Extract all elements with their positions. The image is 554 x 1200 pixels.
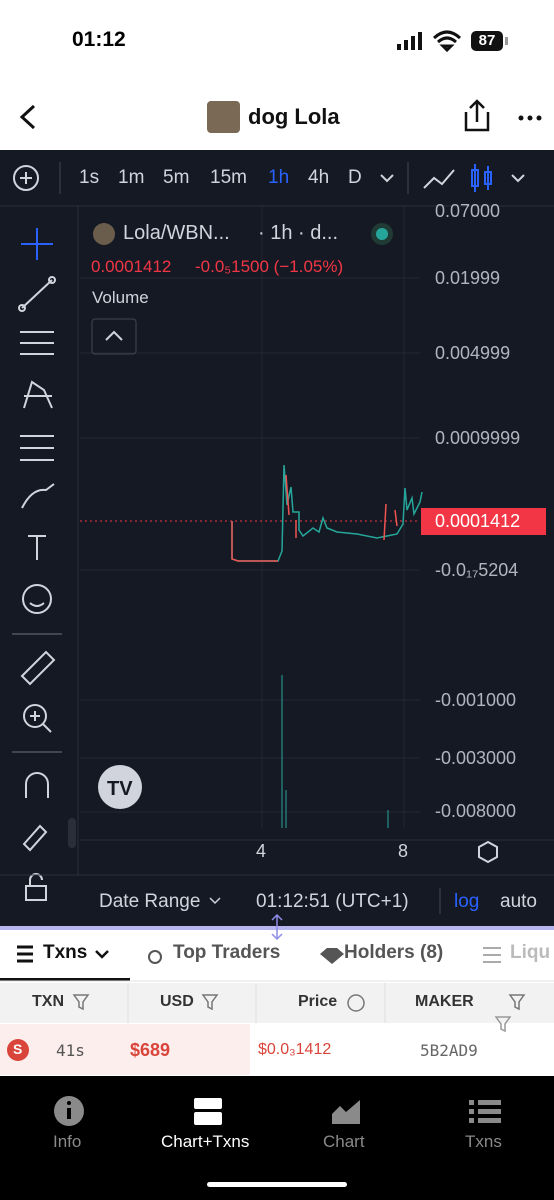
volume-label: Volume <box>92 288 149 307</box>
price-label: -0.003000 <box>435 748 517 768</box>
clock: 01:12:51 (UTC+1) <box>256 891 409 912</box>
nav-item[interactable]: Txns <box>465 1132 502 1151</box>
side-badge: S <box>13 1041 23 1057</box>
column-header[interactable]: TXN <box>32 993 64 1010</box>
auto-toggle[interactable]: auto <box>500 891 537 912</box>
nav-item[interactable]: Info <box>53 1132 82 1151</box>
price-label: 0.0009999 <box>435 428 521 448</box>
price-label: -0.0₁₇5204 <box>435 560 519 580</box>
legend-price: 0.0001412 <box>91 257 172 276</box>
interval[interactable]: 5m <box>163 167 190 188</box>
symbol: Lola/WBN... <box>123 222 230 244</box>
page-title: dog Lola <box>248 104 340 129</box>
tab[interactable]: Liqu <box>510 942 551 963</box>
legend-change: -0.0₅1500 (−1.05%) <box>195 257 344 276</box>
time-label: 4 <box>256 841 267 861</box>
price-label: 0.07000 <box>435 201 501 221</box>
nav-item[interactable]: Chart <box>323 1132 365 1151</box>
interval[interactable]: 1h <box>268 167 290 188</box>
status-time: 01:12 <box>72 28 126 51</box>
nav-item[interactable]: Chart+Txns <box>161 1132 250 1151</box>
price-label: -0.001000 <box>435 690 517 710</box>
svg-text:TV: TV <box>107 778 133 800</box>
tab[interactable]: Holders (8) <box>344 942 444 963</box>
column-header[interactable]: Price <box>298 993 338 1010</box>
tab[interactable]: Top Traders <box>173 942 281 963</box>
interval[interactable]: 1m <box>118 167 145 188</box>
time-label: 8 <box>398 841 409 861</box>
price-label: 0.01999 <box>435 268 501 288</box>
txn-maker[interactable]: 5B2AD9 <box>420 1041 478 1060</box>
column-header[interactable]: USD <box>160 993 194 1010</box>
txn-age: 41s <box>56 1041 85 1060</box>
current-price-tag: 0.0001412 <box>435 511 521 531</box>
log-toggle[interactable]: log <box>454 891 480 912</box>
interval[interactable]: 15m <box>210 167 247 188</box>
price-label: -0.008000 <box>435 801 517 821</box>
txn-price: $0.0₃1412 <box>258 1041 332 1058</box>
interval[interactable]: D <box>348 167 362 188</box>
date-range[interactable]: Date Range <box>99 891 201 912</box>
interval[interactable]: 1s <box>79 167 100 188</box>
battery: 87 <box>471 31 503 51</box>
legend-interval: · 1h · d... <box>258 222 339 244</box>
chart-panel <box>0 150 554 926</box>
interval[interactable]: 4h <box>308 167 330 188</box>
column-header[interactable]: MAKER <box>415 993 474 1010</box>
tab[interactable]: Txns <box>43 942 88 963</box>
txn-usd: $689 <box>130 1040 171 1060</box>
price-label: 0.004999 <box>435 343 511 363</box>
